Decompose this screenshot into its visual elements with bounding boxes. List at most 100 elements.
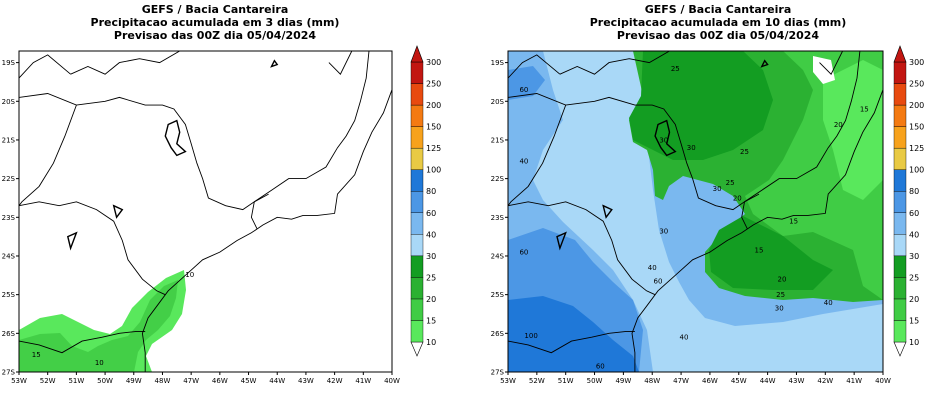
boundary-line [819, 51, 844, 75]
boundary-line [19, 201, 166, 296]
contour-label: 20 [733, 195, 742, 203]
lat-tick-label: 22S [2, 175, 16, 183]
colorbar-swatch [893, 83, 907, 106]
lat-tick-label: 22S [491, 175, 505, 183]
lat-tick-label: 26S [2, 330, 16, 338]
colorbar-label: 80 [909, 187, 919, 196]
colorbar-swatch [410, 83, 424, 106]
colorbar-label: 100 [426, 166, 441, 175]
contour-label: 30 [775, 305, 784, 313]
colorbar-swatch [893, 320, 907, 343]
precip-map-10day: 53W 52W 51W 50W 49W 48W 47W 46W 45W 44W 43W 42W 41W 4… [491, 45, 924, 385]
title-line-2: Precipitacao acumulada em 3 dias (mm) [90, 16, 340, 29]
colorbar-label: 150 [426, 123, 441, 132]
colorbar-swatch [893, 61, 907, 84]
colorbar-label: 25 [426, 273, 436, 282]
lon-tick-label: 53W [11, 377, 27, 385]
contour-label: 20 [778, 276, 787, 284]
lon-tick-label: 50W [587, 377, 603, 385]
colorbar-label: 125 [909, 144, 924, 153]
boundary-line [508, 54, 561, 79]
boundary-line [19, 104, 77, 206]
lon-tick-label: 42W [817, 377, 833, 385]
map-title-10day: GEFS / Bacia Cantareira Precipitacao acu… [503, 3, 928, 42]
contour-label: 40 [680, 334, 689, 342]
colorbar-extend-high [410, 45, 424, 63]
lat-tick-label: 23S [2, 214, 16, 222]
colorbar-label: 60 [426, 209, 436, 218]
contour-label: 15 [32, 351, 41, 359]
colorbar-label: 200 [909, 101, 924, 110]
colorbar-label: 40 [909, 230, 919, 239]
lon-tick-label: 48W [155, 377, 171, 385]
contour-label: 10 [95, 359, 104, 367]
colorbar-swatch [893, 234, 907, 257]
colorbar-swatch [893, 212, 907, 235]
reservoir-outline [112, 204, 124, 219]
colorbar-swatch [893, 277, 907, 300]
title-line-3: Previsao das 00Z dia 05/04/2024 [616, 29, 820, 42]
boundary-line [19, 54, 71, 79]
colorbar-swatch [893, 298, 907, 321]
colorbar-swatch [893, 126, 907, 149]
colorbar-label: 15 [426, 316, 436, 325]
colorbar-label: 250 [909, 80, 924, 89]
colorbar-swatch [410, 169, 424, 192]
reservoir-outline [602, 204, 613, 219]
contour-label: 20 [834, 121, 843, 129]
reservoir-outline [164, 119, 187, 157]
precip-band-15 [19, 280, 178, 372]
axis-ticks: 53W 52W 51W 50W 49W 48W 47W 46W 45W 44W 43W 42W 41W 4… [491, 59, 891, 385]
boundary-line [741, 201, 748, 230]
contour-labels: 60 25 15 20 30 30 25 40 30 25 20 15 30 15 60 40 20 60 25 30… [519, 65, 868, 371]
lon-tick-label: 41W [846, 377, 862, 385]
contour-label: 40 [648, 264, 657, 272]
contour-label: 30 [659, 137, 668, 145]
contour-label: 30 [687, 144, 696, 152]
map-title-3day: GEFS / Bacia Cantareira Precipitacao acu… [0, 3, 430, 42]
contour-label: 60 [596, 363, 605, 371]
colorbar-swatch [893, 147, 907, 170]
colorbar-label: 30 [909, 252, 919, 261]
contour-label: 15 [789, 218, 798, 226]
lon-tick-label: 44W [269, 377, 285, 385]
colorbar-swatch [410, 320, 424, 343]
lat-tick-label: 23S [491, 214, 505, 222]
state-borders [508, 51, 883, 372]
colorbar-extend-low [410, 341, 424, 357]
lon-tick-label: 53W [500, 377, 516, 385]
colorbar-swatch [410, 61, 424, 84]
colorbar-extend-high [893, 45, 907, 63]
contour-label: 30 [713, 185, 722, 193]
boundary-line [631, 88, 883, 372]
contour-label: 15 [860, 106, 869, 114]
colorbar-swatch [893, 104, 907, 127]
boundary-line [559, 51, 670, 75]
lon-tick-label: 45W [241, 377, 257, 385]
colorbar-swatch [410, 212, 424, 235]
lat-tick-label: 25S [491, 291, 505, 299]
precip-band-60-north [508, 66, 545, 100]
lat-tick-label: 21S [491, 136, 505, 144]
lon-tick-label: 49W [126, 377, 142, 385]
contour-label: 60 [654, 278, 663, 286]
reservoir-outline [270, 59, 279, 68]
contour-label: 100 [524, 332, 537, 340]
precip-band-25-south [709, 216, 833, 290]
boundary-line [508, 201, 656, 296]
colorbar-label: 100 [909, 166, 924, 175]
colorbar-swatch [893, 191, 907, 213]
colorbar-swatch [410, 298, 424, 321]
precip-band-below-10 [813, 56, 835, 84]
lon-tick-label: 52W [40, 377, 56, 385]
colorbar-label: 25 [909, 273, 919, 282]
lon-tick-label: 41W [355, 377, 371, 385]
title-line-1: GEFS / Bacia Cantareira [644, 3, 792, 16]
lon-tick-label: 40W [384, 377, 400, 385]
colorbar-label: 20 [426, 295, 436, 304]
boundary-line [250, 201, 258, 230]
colorbar-swatch [410, 234, 424, 257]
contour-label: 40 [519, 158, 528, 166]
lat-tick-label: 24S [491, 252, 505, 260]
axis-ticks: 53W 52W 51W 50W 49W 48W 47W 46W 45W 44W 43W 42W 41W 4… [2, 59, 400, 385]
